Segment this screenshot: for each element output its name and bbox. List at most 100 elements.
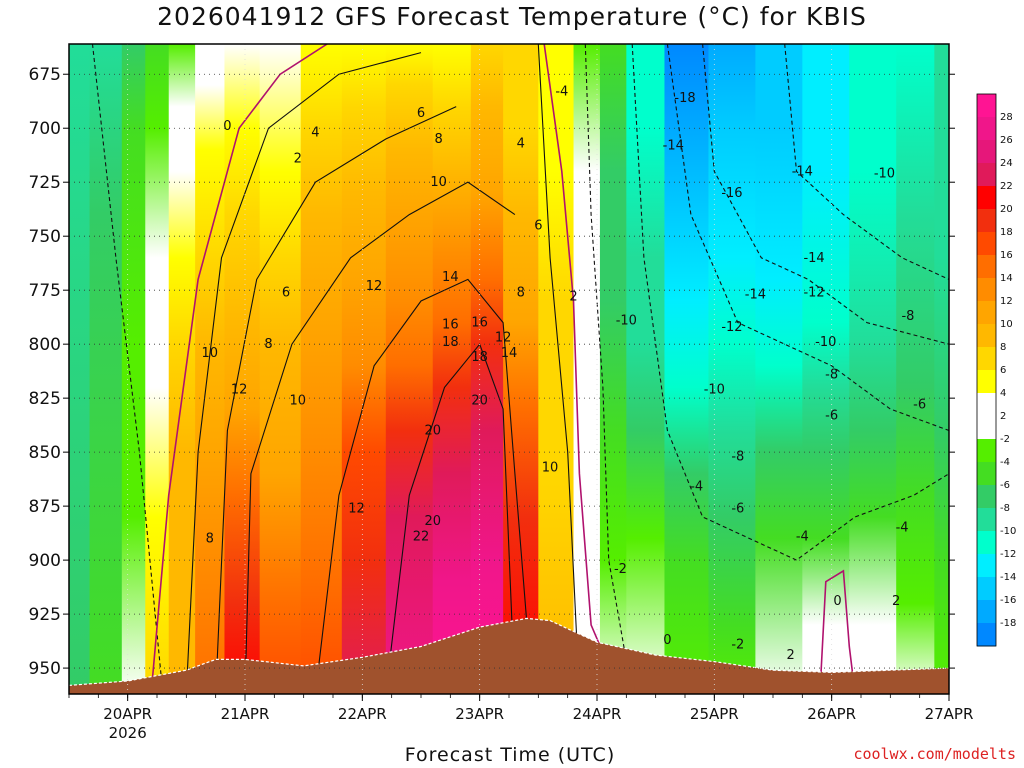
temperature-band [259, 44, 268, 694]
colorbar-label: 4 [1000, 388, 1006, 399]
contour-label: -14 [792, 164, 813, 179]
temperature-band [794, 44, 803, 694]
temperature-band [75, 44, 84, 694]
contour-label: 10 [290, 393, 307, 408]
contour-label: 8 [517, 285, 525, 300]
contour-label: -6 [913, 398, 926, 413]
temperature-band [657, 44, 666, 694]
contour-label: 10 [542, 460, 559, 475]
contour-label: 14 [442, 270, 459, 285]
contour-label: -8 [825, 367, 838, 382]
contour-line [631, 44, 949, 561]
colorbar-label: -4 [1000, 457, 1010, 468]
temperature-band [266, 44, 274, 694]
temperature-band [195, 44, 201, 694]
temperature-band [341, 44, 350, 694]
temperature-band [314, 44, 322, 694]
y-tick-label: 900 [29, 551, 61, 571]
temperature-band [573, 44, 580, 694]
temperature-band [700, 44, 710, 694]
temperature-band [172, 44, 178, 694]
temperature-band [864, 44, 874, 694]
colorbar-label: 20 [1000, 204, 1013, 215]
temperature-band [561, 44, 569, 694]
contour-line [244, 181, 516, 694]
temperature-band [321, 44, 329, 694]
temperature-band [857, 44, 866, 694]
colorbar: 28 26 24 22 20 18 16 14 12 10 8 6 4 2 -2 -4 -6 -8 -10 -12 -1… [976, 93, 1016, 647]
temperature-band [771, 44, 780, 694]
temperature-band [480, 44, 487, 694]
temperature-band [497, 44, 504, 694]
colorbar-frame [976, 93, 997, 647]
colorbar-swatch [977, 370, 996, 394]
temperature-band [229, 44, 235, 694]
temperature-band [214, 44, 221, 694]
temperature-band [605, 44, 610, 694]
temperature-band [904, 44, 913, 694]
temperature-band [287, 44, 295, 694]
colorbar-label: 12 [1000, 296, 1013, 307]
contour-line [784, 44, 949, 280]
temperature-band [475, 44, 482, 694]
temperature-band [849, 44, 858, 694]
temperature-band [69, 44, 77, 694]
colorbar-swatch [977, 462, 996, 486]
contour-label: -6 [731, 501, 744, 516]
x-tick-label: 20APR [103, 705, 152, 723]
temperature-band [509, 44, 516, 694]
y-tick-label: 725 [29, 173, 61, 193]
contour-label: -14 [663, 138, 684, 153]
colorbar-swatch [977, 209, 996, 233]
surface-line [69, 617, 949, 686]
temperature-band [96, 44, 104, 694]
colorbar-label: 8 [1000, 342, 1006, 353]
colorbar-swatch [977, 439, 996, 463]
colorbar-label: 26 [1000, 135, 1013, 146]
temperature-band [597, 44, 601, 694]
temperature-band [190, 44, 196, 694]
temperature-band [841, 44, 850, 694]
temperature-band [393, 44, 403, 694]
colorbar-label: -14 [1000, 572, 1016, 583]
contour-line [185, 52, 422, 694]
x-tick-label: 26APR [807, 705, 856, 723]
temperature-band [355, 44, 363, 694]
temperature-band [778, 44, 788, 694]
y-tick-label: 825 [29, 389, 61, 409]
contour-label: -8 [731, 449, 744, 464]
colorbar-swatch [977, 577, 996, 601]
contour-label: 12 [348, 501, 365, 516]
freezing-contour [543, 44, 622, 694]
contour-label: 10 [430, 175, 447, 190]
contour-label: 20 [424, 514, 441, 529]
colorbar-swatch [977, 163, 996, 187]
temperature-band [896, 44, 905, 694]
temperature-band [470, 44, 477, 694]
temperature-band [121, 44, 127, 694]
temperature-band [103, 44, 111, 694]
plot-area: -18 -14 -16 -14 -10 -14 -14 -12 -12 -10 -10 -8 -10 -8… [69, 44, 949, 694]
y-tick-label: 675 [29, 65, 61, 85]
y-tick-label: 750 [29, 227, 61, 247]
chart-title: 2026041912 GFS Forecast Temperature (°C)… [157, 2, 867, 31]
colorbar-label: -8 [1000, 503, 1010, 514]
contour-label: 4 [311, 126, 319, 141]
contour-label: -10 [616, 313, 637, 328]
temperature-band [544, 44, 551, 694]
temperature-band [362, 44, 371, 694]
x-tick-label: 25APR [690, 705, 739, 723]
temperature-band [585, 44, 592, 694]
contour-label: 14 [501, 346, 518, 361]
temperature-band [273, 44, 281, 694]
contour-label: 0 [663, 633, 671, 648]
colorbar-swatch [977, 554, 996, 578]
contour-label: 4 [517, 136, 525, 151]
temperature-band [532, 44, 539, 694]
colorbar-swatch [977, 485, 996, 509]
colorbar-label: -10 [1000, 526, 1016, 537]
temperature-band [594, 44, 598, 694]
colorbar-label: -2 [1000, 434, 1010, 445]
y-tick-label: 850 [29, 443, 61, 463]
contour-label: 16 [442, 318, 459, 333]
